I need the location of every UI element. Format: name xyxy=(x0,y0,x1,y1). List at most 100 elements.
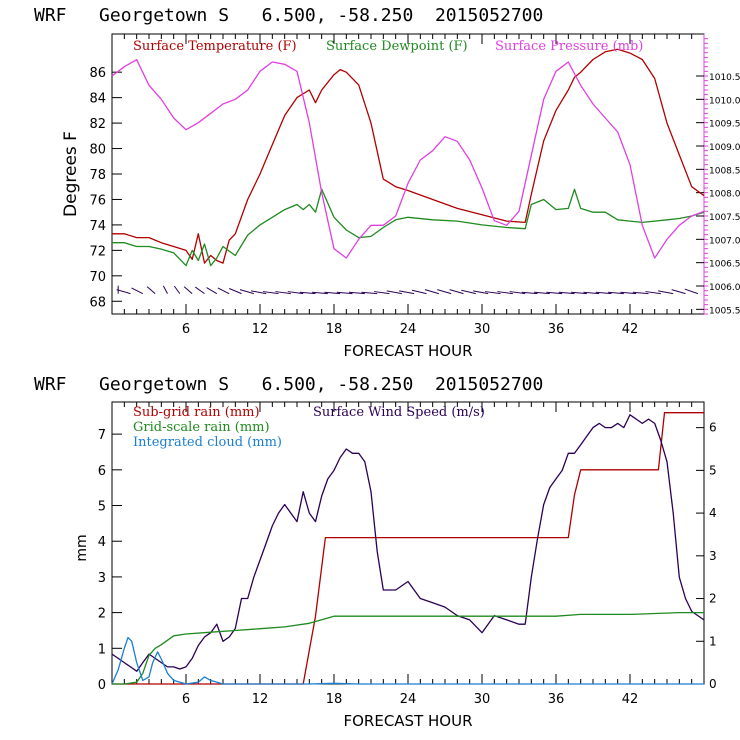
bottom-y2tick-label: 0 xyxy=(709,677,717,691)
wind-barb xyxy=(461,289,476,295)
wind-barb xyxy=(583,291,600,295)
wind-barb xyxy=(173,285,181,294)
legend-dewpoint: Surface Dewpoint (F) xyxy=(326,39,468,54)
wind-barb xyxy=(399,290,415,295)
bottom-ytick-label: 1 xyxy=(98,642,106,657)
bottom-y2tick-label: 5 xyxy=(709,463,717,477)
bottom-ytick-label: 4 xyxy=(98,535,106,550)
wind-barb xyxy=(275,291,291,295)
wind-barb xyxy=(473,290,489,295)
legend-temperature: Surface Temperature (F) xyxy=(133,39,297,54)
wind-barb xyxy=(571,291,587,295)
top-y2tick-label: 1009.5 xyxy=(709,120,740,130)
top-ticks: 6 12 18 24 30 36 42 68 70 72 74 76 78 80 82 84 86 1005.5 1… xyxy=(89,34,740,337)
wind-barb xyxy=(229,288,242,295)
bottom-y2tick-label: 3 xyxy=(709,549,717,563)
wind-barb xyxy=(239,289,254,295)
dewpoint-line xyxy=(112,188,705,267)
top-y2tick-label: 1006.5 xyxy=(709,260,740,270)
top-ytick-label: 74 xyxy=(89,219,106,234)
top-xtick-label: 36 xyxy=(548,322,565,337)
top-y2tick-label: 1010.5 xyxy=(709,73,740,83)
wind-barb xyxy=(521,291,538,295)
wind-barb xyxy=(509,291,526,295)
legend-wind-speed: Surface Wind Speed (m/s) xyxy=(313,405,485,420)
wind-barb xyxy=(671,289,686,295)
top-y2tick-label: 1010.0 xyxy=(709,96,740,106)
wind-barb xyxy=(620,291,637,295)
top-xtick-label: 42 xyxy=(622,322,639,337)
wind-barb xyxy=(324,291,341,295)
wind-barb xyxy=(534,291,550,295)
wind-barb xyxy=(116,289,131,295)
top-xtick-label: 30 xyxy=(474,322,491,337)
bottom-y2tick-label: 4 xyxy=(709,506,717,520)
wind-barb xyxy=(312,291,328,295)
wind-barb xyxy=(361,291,378,295)
wind-speed-line xyxy=(111,414,705,672)
top-ytick-label: 86 xyxy=(89,66,106,81)
bottom-xtick-label: 18 xyxy=(326,692,343,707)
top-y2tick-label: 1008.0 xyxy=(709,190,740,200)
wind-barb xyxy=(131,287,144,295)
bottom-ytick-label: 6 xyxy=(98,464,106,479)
wind-barb xyxy=(349,291,365,295)
top-ytick-label: 76 xyxy=(89,193,106,208)
top-xtick-label: 18 xyxy=(326,322,343,337)
top-ytick-label: 82 xyxy=(89,117,106,132)
legend-integrated-cloud: Integrated cloud (mm) xyxy=(133,435,282,450)
top-y2tick-label: 1007.5 xyxy=(709,213,740,223)
wind-barb xyxy=(449,289,464,295)
top-xtick-label: 12 xyxy=(252,322,269,337)
legend-subgrid-rain: Sub-grid rain (mm) xyxy=(133,405,260,420)
wind-barb xyxy=(497,291,513,295)
wind-barb xyxy=(411,289,427,295)
bottom-y2tick-label: 2 xyxy=(709,592,717,606)
top-series xyxy=(111,48,705,267)
wind-barb xyxy=(386,290,402,295)
bottom-xtick-label: 36 xyxy=(548,692,565,707)
bottom-xtick-label: 24 xyxy=(400,692,417,707)
bottom-xtick-label: 42 xyxy=(622,692,639,707)
bottom-xtick-label: 30 xyxy=(474,692,491,707)
pressure-line xyxy=(111,59,705,259)
bottom-ytick-label: 5 xyxy=(98,500,106,515)
top-ytick-label: 84 xyxy=(89,92,106,107)
wind-barb xyxy=(373,291,390,295)
wind-barb xyxy=(558,291,575,295)
top-ytick-label: 72 xyxy=(89,244,106,259)
top-title: WRF Georgetown S 6.500, -58.250 20150527… xyxy=(34,5,543,26)
bottom-ytick-label: 7 xyxy=(98,428,106,443)
bottom-y2tick-label: 6 xyxy=(709,421,717,435)
wind-barb xyxy=(608,291,624,295)
wind-barb xyxy=(251,290,267,295)
top-panel: WRF Georgetown S 6.500, -58.250 20150527… xyxy=(34,5,740,360)
legend-pressure: Surface Pressure (mb) xyxy=(495,39,643,54)
bottom-xlabel: FORECAST HOUR xyxy=(343,712,472,730)
top-xlabel: FORECAST HOUR xyxy=(343,342,472,360)
wind-barb xyxy=(684,288,698,295)
top-ytick-label: 70 xyxy=(89,270,106,285)
top-y2tick-label: 1006.0 xyxy=(709,283,740,293)
wind-barb xyxy=(146,286,156,295)
wind-barb xyxy=(287,291,304,295)
top-y2tick-label: 1008.5 xyxy=(709,166,740,176)
bottom-xtick-label: 12 xyxy=(252,692,269,707)
bottom-ytick-label: 2 xyxy=(98,607,106,622)
top-y2tick-label: 1009.0 xyxy=(709,143,740,153)
legend-gridscale-rain: Grid-scale rain (mm) xyxy=(133,420,270,435)
wind-barb xyxy=(424,289,439,295)
top-plot-frame xyxy=(111,33,705,315)
bottom-series xyxy=(111,412,705,685)
gridscale-rain-line xyxy=(112,611,704,685)
wind-barb xyxy=(206,287,218,295)
wind-barb xyxy=(645,291,661,295)
wind-barb xyxy=(546,291,563,295)
top-ytick-label: 78 xyxy=(89,168,106,183)
wind-barb xyxy=(183,286,193,295)
bottom-ytick-label: 3 xyxy=(98,571,106,586)
top-xtick-label: 6 xyxy=(182,322,190,337)
wind-barb xyxy=(262,291,279,295)
